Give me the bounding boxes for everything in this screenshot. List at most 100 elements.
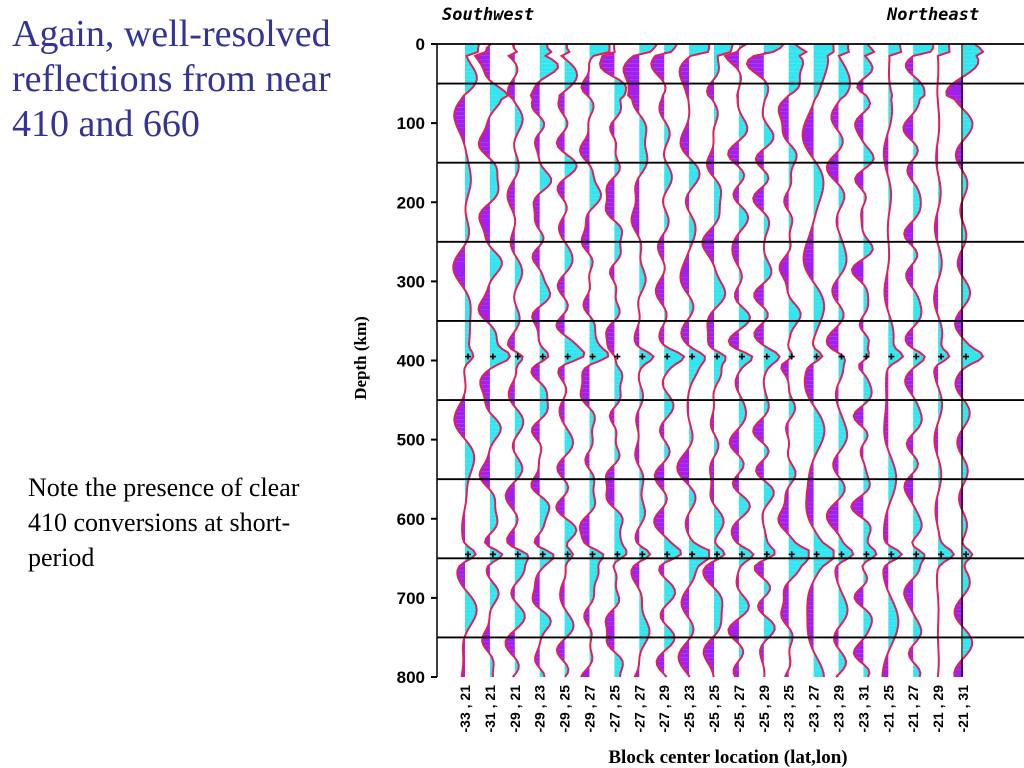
trace-fill	[806, 502, 814, 507]
trace-fill	[707, 87, 714, 92]
trace-fill	[465, 328, 470, 333]
trace-fill	[489, 257, 502, 262]
trace-fill	[489, 182, 499, 187]
trace-fill	[728, 154, 739, 159]
trace-fill	[813, 75, 825, 80]
trace-fill	[913, 194, 921, 199]
trace-fill	[905, 376, 914, 381]
trace-fill	[788, 67, 802, 72]
trace-fill	[557, 467, 565, 472]
trace-fill	[539, 293, 551, 298]
trace-fill	[505, 495, 515, 499]
trace-fill	[581, 237, 590, 242]
trace-fill	[838, 79, 851, 84]
y-tick-label: 200	[397, 193, 425, 212]
trace-fill	[706, 162, 714, 167]
trace-fill	[763, 491, 774, 496]
trace-fill	[813, 427, 825, 432]
trace-fill	[813, 419, 824, 424]
conversion-marker	[514, 353, 521, 360]
trace-fill	[804, 380, 814, 385]
trace-fill	[514, 423, 524, 428]
trace-fill	[533, 206, 540, 211]
trace-fill	[680, 277, 690, 282]
trace-fill	[465, 44, 480, 48]
trace-fill	[514, 570, 525, 575]
trace-fill	[564, 530, 577, 535]
trace-fill	[903, 123, 914, 128]
trace-fill	[664, 396, 672, 401]
trace-fill	[854, 593, 864, 598]
trace-fill	[954, 669, 963, 674]
trace-fill	[714, 518, 724, 523]
trace-fill	[580, 388, 590, 393]
trace-fill	[489, 423, 501, 428]
trace-fill	[838, 661, 846, 666]
trace-fill	[581, 518, 590, 523]
trace-fill	[838, 435, 848, 440]
trace-fill	[531, 483, 540, 488]
trace-fill	[778, 518, 789, 523]
conversion-marker	[913, 551, 920, 558]
trace-fill	[465, 47, 479, 52]
conversion-marker	[539, 353, 546, 360]
trace-line	[555, 43, 586, 678]
trace-fill	[783, 593, 789, 598]
trace-fill	[863, 392, 872, 397]
trace-fill	[863, 67, 873, 72]
trace-fill	[588, 546, 598, 551]
trace-fill	[639, 134, 646, 139]
trace-fill	[465, 455, 475, 460]
trace-fill	[714, 194, 722, 199]
trace-fill	[851, 265, 864, 270]
trace-fill	[489, 91, 509, 96]
trace-fill	[465, 332, 470, 337]
trace-fill	[589, 498, 596, 503]
trace-fill	[838, 83, 851, 88]
category-label: -29 , 23	[532, 685, 548, 733]
trace-fill	[888, 483, 896, 488]
trace-fill	[938, 44, 950, 48]
trace-line	[745, 43, 785, 678]
trace-fill	[539, 404, 548, 408]
trace-fill	[813, 186, 824, 191]
trace-fill	[853, 649, 864, 654]
trace-fill	[508, 392, 515, 397]
trace-fill	[738, 601, 749, 606]
category-label: -25 , 23	[681, 685, 697, 733]
trace-fill	[913, 206, 921, 211]
trace-fill	[954, 673, 963, 677]
trace-fill	[489, 502, 496, 507]
trace-fill	[507, 87, 515, 92]
trace-fill	[788, 558, 809, 563]
trace-fill	[913, 629, 922, 634]
trace-fill	[614, 87, 627, 92]
conversion-marker	[689, 551, 696, 558]
trace-fill	[904, 593, 914, 598]
trace-fill	[507, 194, 515, 199]
category-label: -21 , 29	[930, 685, 946, 733]
trace-fill	[913, 419, 922, 424]
trace-fill	[963, 637, 973, 642]
trace-fill	[738, 316, 751, 321]
trace-fill	[838, 546, 852, 551]
trace-fill	[863, 546, 875, 551]
trace-fill	[664, 589, 675, 594]
trace-fill	[628, 91, 640, 96]
trace-fill	[838, 47, 849, 52]
trace-fill	[614, 103, 622, 108]
category-label: -27 , 29	[656, 685, 672, 733]
category-label: -33 , 21	[457, 685, 473, 733]
trace-fill	[465, 316, 471, 321]
trace-fill	[732, 245, 739, 250]
trace-fill	[681, 597, 690, 602]
category-label: -29 , 21	[507, 685, 523, 733]
trace-fill	[680, 269, 690, 274]
trace-fill	[479, 214, 490, 219]
trace-fill	[738, 609, 749, 614]
trace-fill	[589, 47, 610, 52]
trace-fill	[639, 510, 646, 515]
trace-fill	[888, 471, 897, 476]
trace-line	[933, 43, 956, 678]
conversion-marker	[614, 353, 621, 360]
